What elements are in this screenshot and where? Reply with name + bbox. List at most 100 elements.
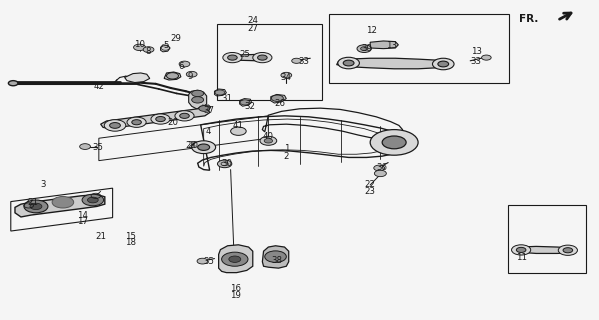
- Text: 40: 40: [263, 132, 274, 141]
- Polygon shape: [514, 246, 575, 253]
- Circle shape: [179, 61, 190, 67]
- Circle shape: [192, 90, 204, 97]
- Circle shape: [104, 120, 126, 131]
- Circle shape: [80, 144, 90, 149]
- Circle shape: [167, 73, 179, 79]
- Text: 20: 20: [187, 141, 198, 150]
- Text: 19: 19: [230, 292, 241, 300]
- Polygon shape: [226, 54, 268, 61]
- Circle shape: [215, 90, 225, 95]
- Text: 6: 6: [179, 62, 184, 71]
- Circle shape: [110, 123, 120, 128]
- Text: 33: 33: [299, 57, 310, 66]
- Text: 17: 17: [77, 217, 88, 226]
- Text: 35: 35: [203, 257, 214, 266]
- Text: 26: 26: [275, 99, 286, 108]
- Circle shape: [563, 248, 573, 253]
- Text: 35: 35: [92, 143, 103, 152]
- Text: 18: 18: [125, 238, 136, 247]
- Circle shape: [192, 141, 216, 154]
- Polygon shape: [271, 94, 286, 103]
- Text: 16: 16: [230, 284, 241, 293]
- Circle shape: [382, 136, 406, 149]
- Polygon shape: [370, 41, 398, 49]
- Circle shape: [482, 55, 491, 60]
- Text: 32: 32: [245, 102, 256, 111]
- Circle shape: [361, 47, 368, 51]
- Circle shape: [30, 203, 42, 210]
- Polygon shape: [161, 45, 170, 52]
- Circle shape: [374, 170, 386, 177]
- Text: 1: 1: [283, 144, 289, 153]
- Polygon shape: [262, 246, 289, 268]
- Circle shape: [357, 45, 371, 52]
- Circle shape: [186, 71, 197, 77]
- Circle shape: [260, 136, 277, 145]
- Text: 20: 20: [167, 118, 178, 127]
- Circle shape: [217, 160, 232, 168]
- Circle shape: [253, 52, 272, 63]
- Text: 39: 39: [362, 44, 373, 53]
- Circle shape: [258, 55, 267, 60]
- Text: 21: 21: [95, 232, 106, 241]
- Circle shape: [151, 114, 170, 124]
- Text: 12: 12: [366, 26, 377, 35]
- Text: 23: 23: [365, 188, 376, 196]
- Circle shape: [134, 44, 146, 51]
- Text: 15: 15: [125, 232, 136, 241]
- Circle shape: [198, 144, 210, 150]
- Bar: [217, 24, 322, 100]
- Text: 22: 22: [365, 180, 376, 189]
- Text: 36: 36: [377, 163, 388, 172]
- Circle shape: [192, 97, 204, 103]
- Bar: [508, 205, 586, 273]
- Circle shape: [132, 120, 141, 125]
- Polygon shape: [240, 99, 252, 106]
- Circle shape: [432, 58, 454, 70]
- Circle shape: [24, 200, 48, 213]
- Text: 31: 31: [221, 94, 232, 103]
- Circle shape: [228, 55, 237, 60]
- Circle shape: [338, 57, 359, 69]
- Circle shape: [223, 52, 242, 63]
- Circle shape: [292, 58, 301, 63]
- Text: 3: 3: [40, 180, 46, 188]
- Text: 37: 37: [203, 106, 214, 115]
- Text: 29: 29: [170, 34, 181, 43]
- Polygon shape: [214, 89, 226, 96]
- Text: 13: 13: [471, 47, 482, 56]
- Text: FR.: FR.: [519, 14, 538, 24]
- Circle shape: [374, 165, 385, 171]
- Polygon shape: [164, 72, 181, 80]
- Text: 2: 2: [283, 152, 289, 161]
- Circle shape: [281, 72, 292, 78]
- Polygon shape: [189, 90, 207, 109]
- Circle shape: [438, 61, 449, 67]
- Circle shape: [222, 252, 248, 266]
- Circle shape: [343, 60, 354, 66]
- Text: 13: 13: [386, 41, 397, 50]
- Circle shape: [370, 130, 418, 155]
- Text: 38: 38: [271, 256, 282, 265]
- Text: 30: 30: [221, 159, 232, 168]
- Text: 4: 4: [205, 127, 211, 136]
- Text: 28: 28: [185, 141, 196, 150]
- Text: 41: 41: [233, 121, 244, 130]
- Circle shape: [240, 100, 250, 105]
- Text: 5: 5: [164, 41, 170, 50]
- Circle shape: [143, 47, 154, 52]
- Circle shape: [8, 81, 18, 86]
- Circle shape: [229, 256, 241, 262]
- Bar: [329, 14, 509, 83]
- Circle shape: [87, 197, 98, 203]
- Circle shape: [271, 95, 283, 101]
- Text: 14: 14: [77, 211, 88, 220]
- Circle shape: [231, 127, 246, 135]
- Polygon shape: [125, 73, 150, 83]
- Text: 42: 42: [93, 82, 104, 91]
- Text: 27: 27: [247, 24, 258, 33]
- Polygon shape: [219, 245, 253, 273]
- Circle shape: [558, 245, 577, 255]
- Text: 34: 34: [281, 73, 292, 82]
- Circle shape: [180, 113, 189, 118]
